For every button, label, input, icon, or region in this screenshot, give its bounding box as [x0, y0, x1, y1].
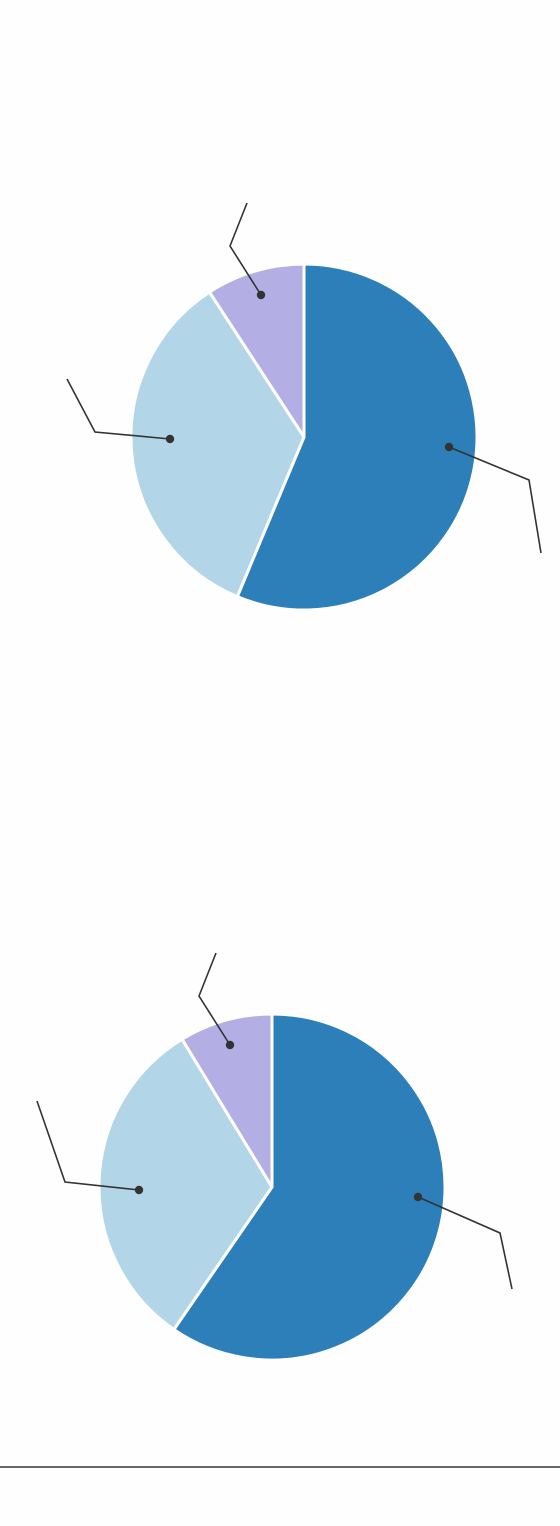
pie-2-slice-purple: [180, 1012, 274, 1189]
pie-1-leader-dot-dark-blue: [444, 442, 454, 452]
pie-1-slice-purple: [207, 262, 306, 439]
pie-1-leader-line-dark-blue: [448, 446, 542, 554]
pie-2-slice-dark-blue: [172, 1012, 447, 1362]
pie-1-leader-dot-light-blue: [165, 434, 175, 444]
pie-2-leader-dot-purple: [225, 1040, 235, 1050]
pie-2-slice-light-blue: [97, 1037, 274, 1331]
pie-2-leader-line-light-blue: [36, 1100, 140, 1191]
pie-1-slice-light-blue: [129, 290, 306, 599]
pie-2-leader-line-dark-blue: [417, 1196, 513, 1290]
pie-chart-top: [66, 202, 542, 612]
pie-1-slice-dark-blue: [235, 262, 479, 612]
pie-1-leader-line-purple: [229, 202, 262, 296]
pie-1-leader-dot-purple: [256, 290, 266, 300]
pie-2-leader-dot-dark-blue: [413, 1192, 423, 1202]
pie-chart-bottom: [36, 952, 513, 1362]
pie-1-leader-line-light-blue: [66, 378, 171, 440]
pie-2-leader-dot-light-blue: [134, 1185, 144, 1195]
pie-2-leader-line-purple: [198, 952, 231, 1046]
